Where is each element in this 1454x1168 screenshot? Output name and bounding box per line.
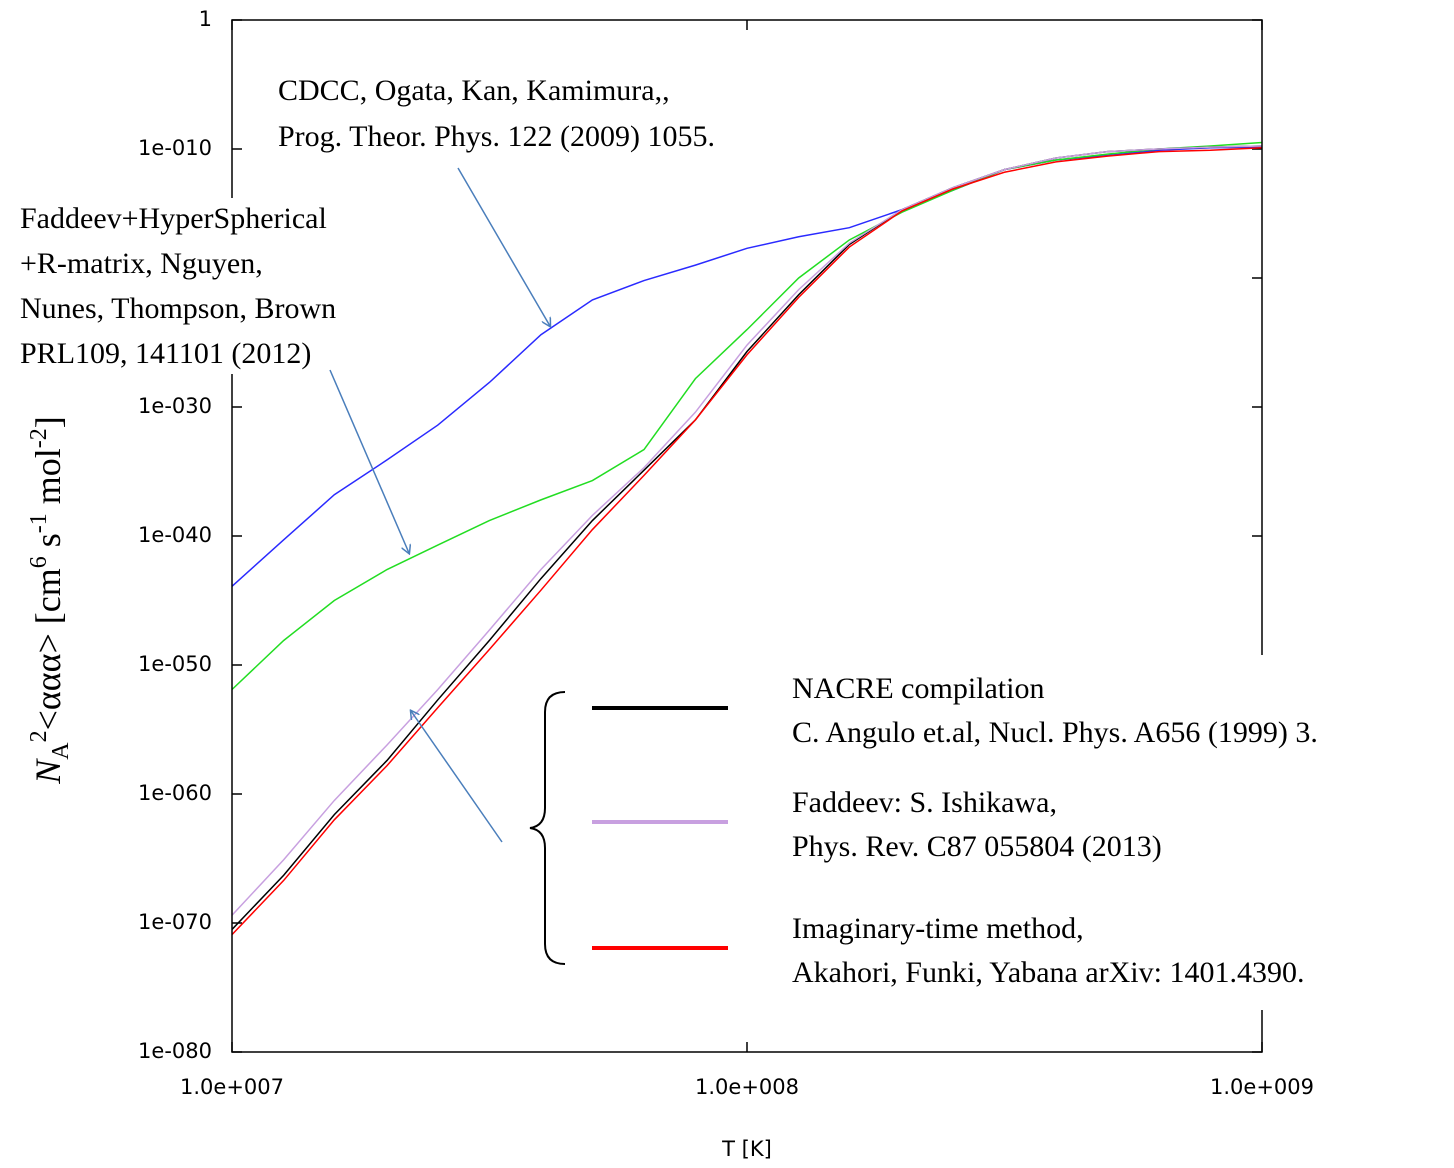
x-tick-label: 1.0e+009 — [1210, 1075, 1314, 1099]
annotation-text: Faddeev+HyperSpherical — [20, 202, 327, 235]
y-label-part: <ααα> [cm — [28, 568, 68, 730]
y-label-part: N — [28, 758, 68, 785]
legend-label: NACRE compilation — [792, 672, 1044, 705]
y-label-part: 2 — [26, 730, 52, 742]
y-label-part: ] — [28, 416, 68, 428]
annotation-text: CDCC, Ogata, Kan, Kamimura,, — [278, 74, 670, 107]
y-tick-label: 1e-010 — [138, 136, 212, 160]
y-label-part: -2 — [26, 428, 52, 448]
annotation-text: +R-matrix, Nguyen, — [20, 247, 263, 280]
x-tick-label: 1.0e+007 — [180, 1075, 284, 1099]
legend-brace — [529, 691, 566, 965]
annotation: Faddeev+HyperSpherical +R-matrix, Nguyen… — [15, 198, 415, 553]
y-label-part: mol — [28, 448, 68, 513]
y-tick-label: 1 — [199, 7, 212, 31]
y-label-part: -1 — [26, 513, 52, 533]
y-label-part: 6 — [26, 556, 52, 568]
legend-label: C. Angulo et.al, Nucl. Phys. A656 (1999)… — [792, 716, 1318, 749]
series-line — [231, 146, 1263, 587]
y-tick-label: 1e-040 — [138, 523, 212, 547]
legend-label: Imaginary-time method, — [792, 912, 1084, 945]
y-tick-label: 1e-050 — [138, 652, 212, 676]
series-line — [231, 141, 1263, 691]
legend-label: Faddeev: S. Ishikawa, — [792, 786, 1057, 819]
legend-arrow — [411, 711, 503, 843]
series-line — [231, 146, 1263, 936]
annotation-text: PRL109, 141101 (2012) — [20, 337, 311, 370]
y-axis-label: NA2<ααα> [cm6 s-1 mol-2] — [26, 416, 74, 785]
x-axis-label: T [K] — [721, 1137, 772, 1161]
lines — [231, 141, 1263, 936]
y-tick-label: 1e-030 — [138, 394, 212, 418]
y-tick-label: 1e-060 — [138, 781, 212, 805]
plot-frame — [231, 19, 1263, 1053]
legend-label: Phys. Rev. C87 055804 (2013) — [792, 830, 1162, 863]
annotation: CDCC, Ogata, Kan, Kamimura,, Prog. Theor… — [278, 74, 715, 326]
y-label-part: s — [28, 533, 68, 556]
x-tick-label: 1.0e+008 — [695, 1075, 799, 1099]
annotation-arrow — [329, 369, 409, 553]
annotation-arrow — [457, 167, 550, 326]
y-tick-label: 1e-070 — [138, 910, 212, 934]
legend: NACRE compilation C. Angulo et.al, Nucl. … — [411, 655, 1454, 1010]
legend-label: Akahori, Funki, Yabana arXiv: 1401.4390. — [792, 956, 1304, 989]
legend-background — [770, 655, 1454, 1010]
annotation-text: Nunes, Thompson, Brown — [20, 292, 336, 325]
series-line — [231, 145, 1263, 916]
y-label-part: A — [48, 742, 74, 760]
y-tick-label: 1e-080 — [138, 1039, 212, 1063]
annotation-background — [15, 198, 415, 374]
annotation-text: Prog. Theor. Phys. 122 (2009) 1055. — [278, 120, 715, 153]
